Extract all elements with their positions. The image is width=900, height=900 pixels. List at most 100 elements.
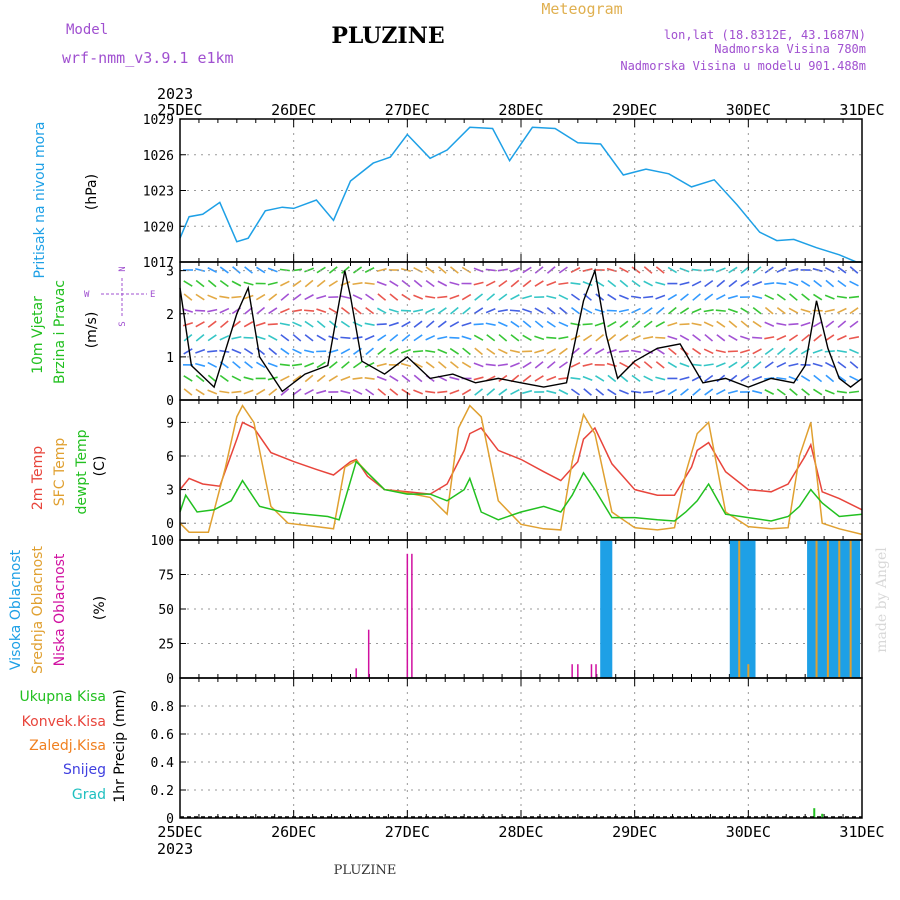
wind-arrow (594, 321, 605, 327)
wind-arrow (485, 322, 496, 326)
wind-arrow (279, 307, 290, 314)
wind-arrow (752, 361, 762, 369)
wind-arrow (631, 307, 641, 314)
y-tick-label: 25 (158, 638, 174, 653)
wind-arrow (558, 266, 568, 274)
visoka-oblacnost-bar (750, 540, 754, 678)
wind-arrow (219, 266, 229, 274)
wind-arrow (824, 361, 835, 368)
wind-arrow (267, 323, 278, 326)
wind-arrow (522, 361, 532, 369)
wind-arrow (570, 267, 581, 273)
wind-arrow (244, 266, 253, 274)
wind-arrow (643, 320, 653, 328)
wind-arrow (388, 321, 399, 327)
wind-arrow (304, 388, 314, 396)
wind-arrow (607, 321, 617, 328)
wind-arrow (498, 374, 508, 383)
visoka-oblacnost-bar (741, 540, 745, 678)
wind-arrow (534, 349, 545, 354)
wind-arrow (243, 376, 254, 381)
wind-arrow (462, 306, 471, 315)
wind-arrow (849, 320, 859, 328)
wind-arrow (534, 307, 544, 314)
wind-arrow (352, 282, 363, 286)
wind-arrow (679, 267, 690, 273)
wind-arrow (401, 293, 411, 301)
visoka-oblacnost-bar (607, 540, 611, 678)
wind-arrow (182, 308, 194, 313)
visoka-oblacnost-bar (729, 540, 733, 678)
wind-arrow (364, 335, 375, 341)
wind-arrow (728, 279, 738, 288)
top-tick-label: 28DEC (498, 101, 543, 119)
visoka-oblacnost-bar (811, 540, 815, 678)
wind-arrow (497, 348, 508, 355)
visoka-oblacnost-bar (809, 540, 813, 678)
wind-arrow (522, 389, 533, 395)
wind-arrow (582, 323, 593, 326)
pritisak-na-nivou-mora-line (179, 126, 862, 263)
wind-arrow (267, 334, 278, 341)
wind-arrow (401, 388, 411, 396)
y-tick-label: 1017 (143, 256, 174, 271)
wind-arrow (328, 361, 338, 369)
niska-oblacnost-bar (590, 664, 593, 678)
wind-arrow (813, 388, 823, 396)
wind-arrow (243, 321, 254, 328)
wind-arrow (583, 388, 592, 396)
wind-arrow (352, 377, 363, 380)
wind-arrow (473, 362, 484, 368)
wind-arrow (425, 320, 435, 329)
wind-arrow (207, 334, 217, 342)
wind-arrow (376, 307, 387, 314)
wind-arrow (716, 374, 726, 383)
wind-arrow (570, 361, 581, 368)
wind-arrow (848, 295, 860, 299)
wind-arrow (376, 281, 387, 287)
wind-arrow (316, 308, 327, 314)
wind-arrow (836, 390, 847, 394)
wind-arrow (207, 320, 217, 328)
wind-arrow (400, 267, 412, 273)
wind-arrow (279, 363, 290, 367)
wind-arrow (437, 280, 448, 287)
wind-arrow (618, 350, 629, 353)
wind-arrow (437, 348, 448, 355)
panel-frame (179, 677, 863, 819)
ukupna-kisa-bar (813, 808, 816, 818)
wind-arrow (255, 321, 266, 327)
wind-arrow (619, 374, 629, 383)
wind-arrow (413, 267, 423, 273)
y-tick-label: 1 (166, 351, 174, 366)
wind-arrow (776, 388, 786, 396)
wind-arrow (801, 293, 810, 301)
wind-arrow (655, 361, 665, 369)
visoka-oblacnost-bar (850, 540, 854, 678)
wind-arrow (800, 280, 811, 287)
dewpt-temp-line (179, 460, 863, 522)
niska-oblacnost-bar (411, 553, 413, 678)
wind-arrow (716, 320, 726, 328)
visoka-oblacnost-bar (745, 540, 749, 678)
y-tick-label: 0.4 (151, 756, 175, 771)
wind-arrow (582, 362, 593, 367)
top-tick-label: 31DEC (839, 101, 884, 119)
wind-arrow (340, 375, 351, 381)
cloud-panel: 0 25 50 75 100 (151, 534, 863, 687)
wind-arrow (425, 390, 436, 394)
wind-arrow (364, 322, 375, 326)
wind-arrow (401, 321, 411, 328)
wind-arrow (207, 350, 218, 353)
wind-arrow (280, 334, 290, 342)
wind-arrow (183, 388, 193, 396)
srednja-oblacnost-bar (838, 540, 841, 678)
wind-arrow (449, 389, 460, 395)
wind-arrow (836, 349, 847, 353)
srednja-oblacnost-bar (815, 540, 818, 678)
wind-arrow (764, 294, 775, 301)
wind-arrow (558, 347, 568, 355)
year-bottom: 2023 (157, 840, 193, 858)
wind-arrow (522, 334, 532, 341)
